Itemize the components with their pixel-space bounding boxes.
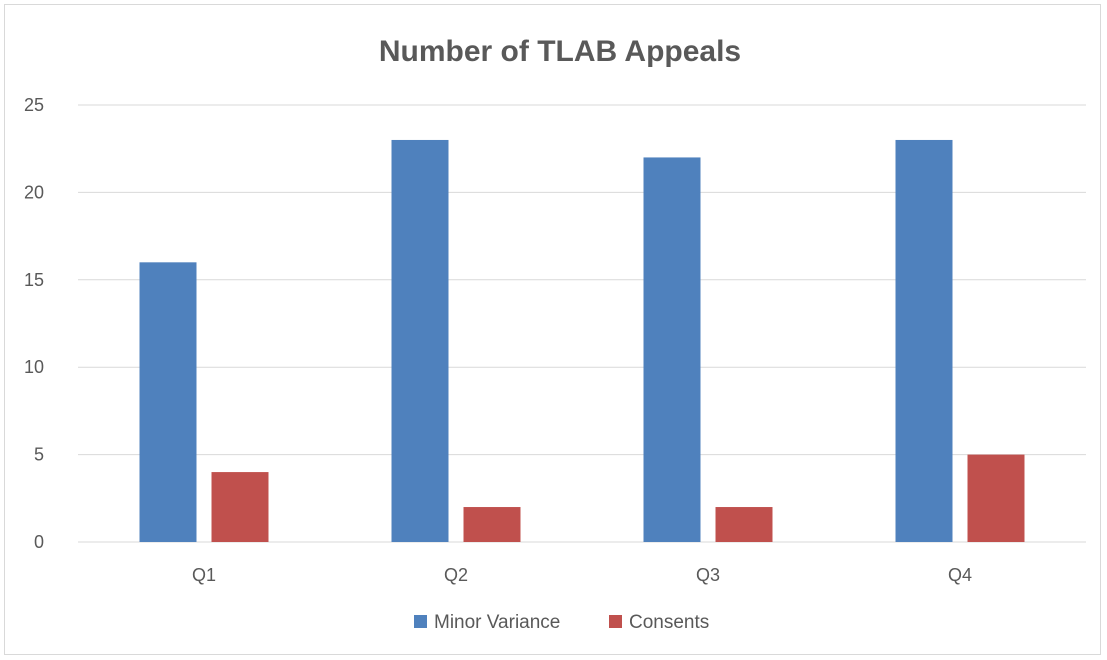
bar-minor-variance-q2: [391, 139, 449, 542]
legend-label-consents: Consents: [629, 612, 709, 633]
x-tick-label: Q3: [696, 565, 720, 585]
legend: Minor Variance Consents: [414, 612, 709, 633]
bar-consents-q3: [715, 507, 773, 542]
bars: [139, 139, 1025, 542]
x-tick-label: Q2: [444, 565, 468, 585]
y-tick-label: 5: [34, 445, 44, 465]
bar-minor-variance-q4: [895, 139, 953, 542]
y-tick-label: 25: [24, 95, 44, 115]
bar-consents-q4: [967, 454, 1025, 542]
y-tick-label: 20: [24, 182, 44, 202]
x-tick-label: Q4: [948, 565, 972, 585]
chart-title: Number of TLAB Appeals: [379, 35, 741, 68]
y-tick-label: 10: [24, 357, 44, 377]
legend-swatch-minor-variance: [414, 615, 427, 628]
bar-consents-q1: [211, 472, 269, 542]
legend-swatch-consents: [609, 615, 622, 628]
y-axis-ticks: 0 5 10 15 20 25: [24, 95, 44, 552]
legend-label-minor-variance: Minor Variance: [434, 612, 560, 633]
bar-minor-variance-q1: [139, 262, 197, 542]
y-tick-label: 15: [24, 270, 44, 290]
x-tick-label: Q1: [192, 565, 216, 585]
x-axis-ticks: Q1 Q2 Q3 Q4: [192, 565, 972, 585]
y-tick-label: 0: [34, 532, 44, 552]
bar-consents-q2: [463, 507, 521, 542]
bar-minor-variance-q3: [643, 157, 701, 542]
